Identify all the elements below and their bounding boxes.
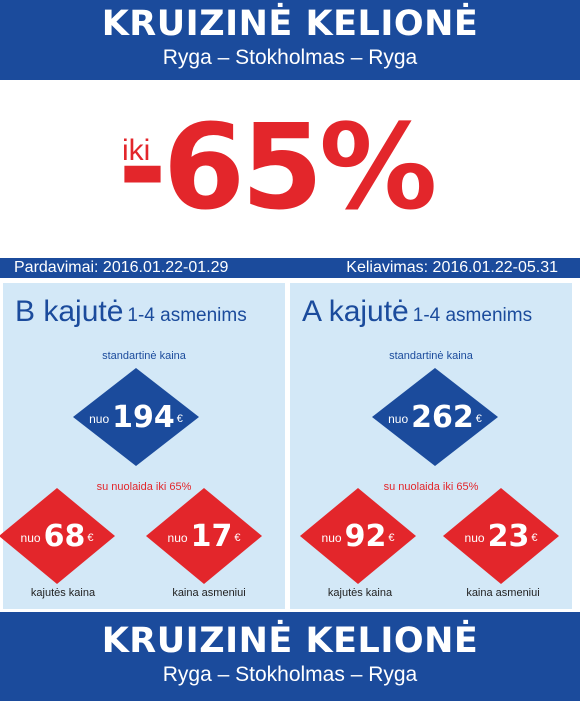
person-price: 23: [487, 518, 530, 554]
price-prefix: nuo: [388, 412, 409, 426]
header-subtitle: Ryga – Stokholmas – Ryga: [162, 46, 418, 69]
footer-title: KRUIZINĖ KELIONĖ: [101, 621, 479, 661]
sales-dates: Pardavimai: 2016.01.22-01.29: [14, 259, 229, 276]
discount-value: -65%: [118, 98, 437, 236]
standard-price-diamond: nuo 262 €: [372, 368, 498, 466]
standard-price: 194: [112, 399, 175, 435]
discount-price-label: su nuolaida iki 65%: [383, 481, 479, 493]
header-title: KRUIZINĖ KELIONĖ: [101, 4, 479, 44]
cabin-price: 92: [344, 518, 387, 554]
standard-price-label: standartinė kaina: [389, 350, 473, 362]
currency-symbol: €: [234, 532, 241, 544]
cabin-name: B kajutė: [15, 295, 124, 328]
date-bar: Pardavimai: 2016.01.22-01.29 Keliavimas:…: [0, 258, 580, 278]
price-prefix: nuo: [167, 531, 188, 545]
travel-dates: Keliavimas: 2016.01.22-05.31: [346, 259, 558, 276]
person-price-caption: kaina asmeniui: [172, 587, 246, 599]
cabin-name: A kajutė: [302, 295, 409, 328]
diamond-shape: [372, 368, 498, 466]
discount-prefix: iki: [122, 134, 151, 167]
person-price-diamond: nuo 23 €: [443, 488, 559, 584]
currency-symbol: €: [176, 413, 183, 425]
discount-promo: -65% iki: [118, 100, 458, 240]
cabin-panel-b: B kajutė 1-4 asmenims standartinė kaina n…: [0, 283, 285, 609]
header-banner: KRUIZINĖ KELIONĖ Ryga – Stokholmas – Ryg…: [0, 0, 580, 80]
diamond-shape: [73, 368, 199, 466]
price-prefix: nuo: [321, 531, 342, 545]
diamond-shape: [146, 488, 262, 584]
cabin-title: B kajutė 1-4 asmenims: [15, 295, 247, 329]
cabin-price-caption: kajutės kaina: [327, 587, 393, 599]
price-prefix: nuo: [20, 531, 41, 545]
cabin-price-diamond: nuo 92 €: [300, 488, 416, 584]
cabin-capacity: 1-4 asmenims: [412, 305, 533, 326]
standard-price: 262: [411, 399, 474, 435]
person-price-diamond: nuo 17 €: [146, 488, 262, 584]
discount-price-label: su nuolaida iki 65%: [96, 481, 192, 493]
footer-banner: KRUIZINĖ KELIONĖ Ryga – Stokholmas – Ryg…: [0, 612, 580, 701]
cabin-capacity: 1-4 asmenims: [127, 305, 247, 326]
diamond-shape: [0, 488, 115, 584]
person-price-caption: kaina asmeniui: [466, 587, 540, 599]
currency-symbol: €: [475, 413, 482, 425]
diamond-shape: [300, 488, 416, 584]
cabin-price-caption: kajutės kaina: [30, 587, 96, 599]
cabin-price-diamond: nuo 68 €: [0, 488, 115, 584]
standard-price-diamond: nuo 194 €: [73, 368, 199, 466]
currency-symbol: €: [87, 532, 94, 544]
cabin-price: 68: [43, 518, 86, 554]
price-prefix: nuo: [464, 531, 485, 545]
footer-subtitle: Ryga – Stokholmas – Ryga: [162, 663, 418, 686]
person-price: 17: [190, 518, 233, 554]
currency-symbol: €: [388, 532, 395, 544]
diamond-shape: [443, 488, 559, 584]
standard-price-label: standartinė kaina: [102, 350, 186, 362]
currency-symbol: €: [531, 532, 538, 544]
cabin-panel-a: A kajutė 1-4 asmenims standartinė kaina n…: [290, 283, 572, 609]
cabin-title: A kajutė 1-4 asmenims: [302, 295, 532, 329]
price-prefix: nuo: [89, 412, 110, 426]
